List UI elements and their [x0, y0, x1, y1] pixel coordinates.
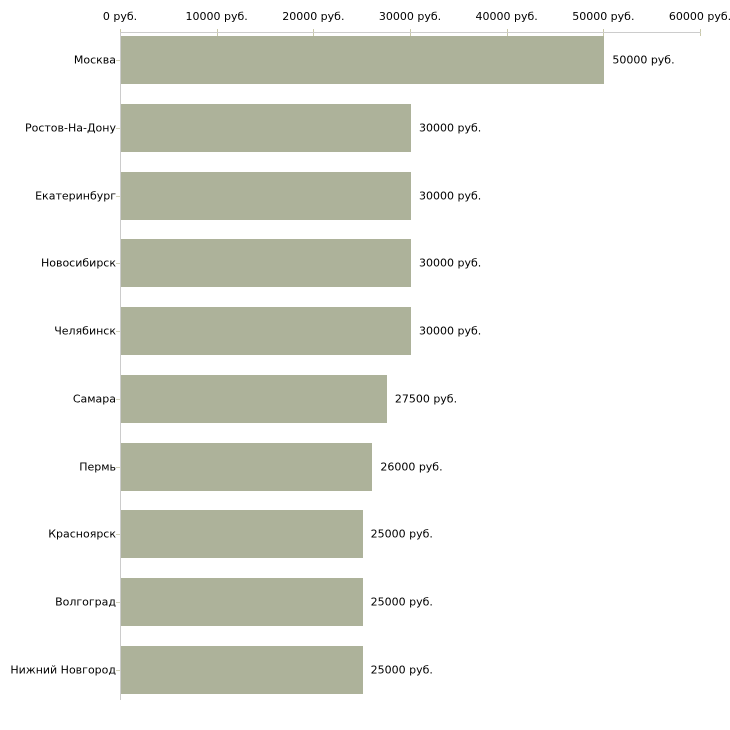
category-label: Самара: [72, 392, 116, 406]
category-label: Новосибирск: [40, 256, 116, 270]
category-label: Москва: [73, 53, 116, 67]
bar: [121, 578, 363, 627]
value-label: 25000 руб.: [370, 595, 433, 609]
bar: [121, 307, 411, 356]
value-label: 25000 руб.: [370, 663, 433, 677]
x-axis-tick-label: 60000 руб.: [668, 10, 730, 23]
x-axis-tick-label: 20000 руб.: [282, 10, 345, 23]
y-axis-tick-mark: [116, 331, 120, 333]
x-axis-tick-label: 0 руб.: [102, 10, 138, 23]
x-axis-tick-label: 30000 руб.: [378, 10, 442, 23]
value-label: 30000 руб.: [419, 189, 482, 203]
y-axis-tick-mark: [116, 602, 120, 604]
x-axis-tick-label: 10000 руб.: [185, 10, 248, 23]
value-label: 50000 руб.: [612, 53, 675, 67]
value-label: 27500 руб.: [394, 392, 458, 406]
y-axis-tick-mark: [116, 263, 120, 265]
x-axis-tick-label: 50000 руб.: [572, 10, 635, 23]
bar: [121, 510, 363, 559]
y-axis-tick-mark: [116, 195, 120, 197]
x-axis-tick-label: 40000 руб.: [475, 10, 538, 23]
x-axis-line: [120, 32, 701, 33]
category-label: Ростов-На-Дону: [24, 121, 116, 135]
value-label: 30000 руб.: [419, 324, 482, 338]
bar: [121, 646, 363, 695]
bar: [121, 239, 411, 288]
value-label: 26000 руб.: [380, 460, 443, 474]
y-axis-tick-mark: [116, 127, 120, 129]
category-label: Волгоград: [55, 595, 116, 609]
category-label: Пермь: [79, 460, 116, 474]
y-axis-tick-mark: [116, 466, 120, 468]
category-label: Екатеринбург: [35, 189, 116, 203]
y-axis-tick-mark: [116, 398, 120, 400]
value-label: 25000 руб.: [370, 527, 433, 541]
category-label: Челябинск: [54, 324, 116, 338]
bar: [121, 36, 605, 84]
y-axis-tick-mark: [116, 60, 120, 61]
bar: [121, 103, 411, 152]
bar: [121, 171, 411, 220]
y-axis-line: [120, 32, 121, 700]
category-label: Красноярск: [48, 527, 116, 541]
y-axis-tick-mark: [116, 670, 120, 672]
value-label: 30000 руб.: [419, 256, 482, 270]
bar: [121, 442, 373, 491]
y-axis-tick-mark: [116, 534, 120, 536]
bar: [121, 374, 387, 423]
category-label: Нижний Новгород: [10, 663, 116, 677]
value-label: 30000 руб.: [419, 121, 482, 135]
